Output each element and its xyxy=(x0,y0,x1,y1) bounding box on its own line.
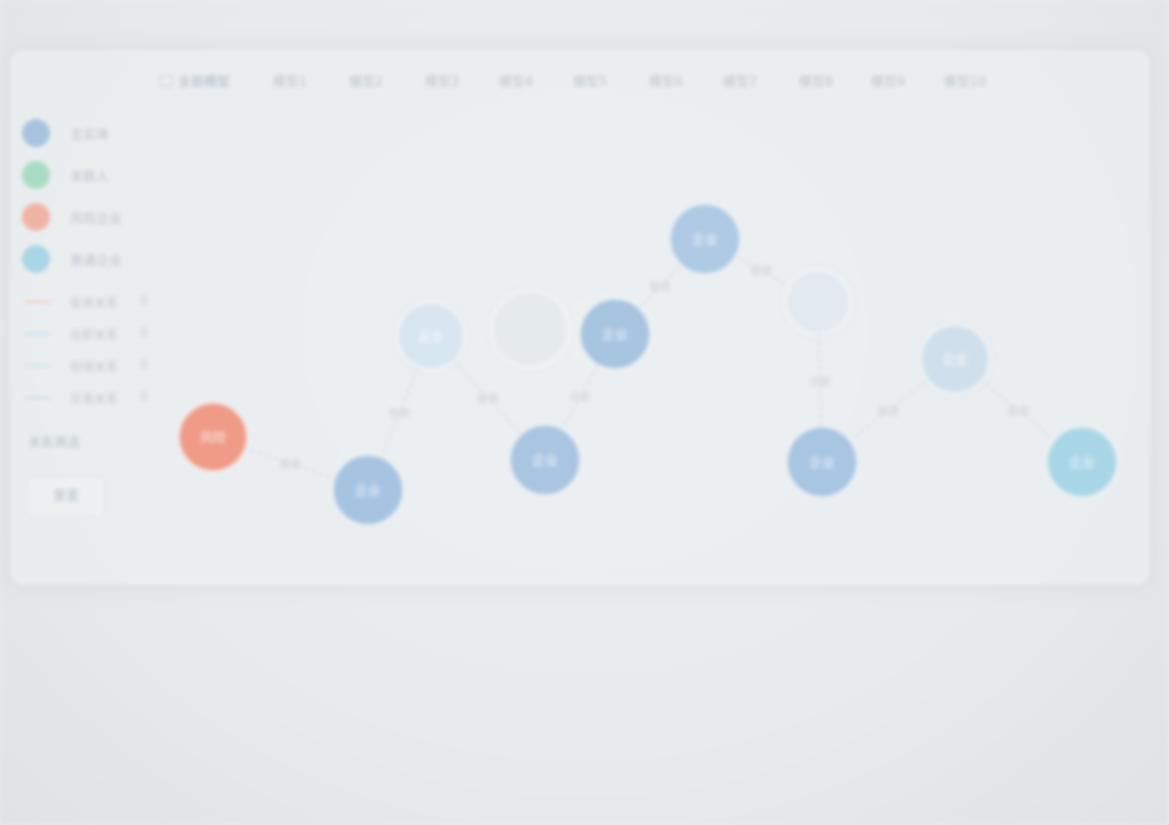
tab-model-9[interactable]: 模型9 xyxy=(870,75,906,90)
node-halo xyxy=(391,296,471,376)
edge-label: 投资 xyxy=(878,404,900,418)
graph-node-risk[interactable]: 风险 xyxy=(178,402,248,472)
reset-button[interactable]: 重置 xyxy=(26,476,106,518)
node-circle[interactable] xyxy=(332,454,404,526)
tab-model-1[interactable]: 模型1 xyxy=(272,75,308,90)
tab-model-3[interactable]: 模型3 xyxy=(424,75,460,90)
edge-label: 任职 xyxy=(569,391,591,404)
legend-node-person[interactable]: 关联人 xyxy=(18,158,158,189)
graph-node-main[interactable]: 企业 xyxy=(509,424,581,496)
graph-edge[interactable] xyxy=(614,238,706,335)
graph-node-ghost[interactable] xyxy=(485,284,575,374)
tab-model-10[interactable]: 模型10 xyxy=(943,75,987,90)
node-circle[interactable] xyxy=(397,302,465,370)
legend-dot-person xyxy=(22,161,50,189)
graph-canvas-panel xyxy=(10,50,1150,585)
tab-model-7[interactable]: 模型7 xyxy=(722,75,758,90)
tab-model-6[interactable]: 模型6 xyxy=(648,75,684,90)
node-label: 企业 xyxy=(942,352,968,368)
tab-model-8[interactable]: 模型8 xyxy=(798,75,834,90)
legend-edge-swatch xyxy=(24,365,52,367)
node-circle[interactable] xyxy=(669,203,741,275)
graph-node-light[interactable]: 企业 xyxy=(914,318,996,400)
graph-node-main[interactable]: 企业 xyxy=(786,426,858,498)
node-circle[interactable] xyxy=(491,290,569,368)
edge-label: 投资 xyxy=(280,457,302,471)
node-circle[interactable] xyxy=(1046,426,1118,498)
legend-edge-employ[interactable]: 任职关系 0 xyxy=(18,324,158,344)
tab-model-2[interactable]: 模型2 xyxy=(348,75,384,90)
node-halo xyxy=(485,284,575,374)
node-label: 企业 xyxy=(692,232,718,248)
legend-node-normal[interactable]: 普通企业 xyxy=(18,242,158,273)
node-halo xyxy=(914,318,996,400)
legend-node-risk[interactable]: 风险企业 xyxy=(18,200,158,231)
node-label: 企业 xyxy=(602,327,628,343)
legend-edge-swatch xyxy=(24,301,52,303)
tab-all-models[interactable]: 全部模型 xyxy=(150,72,240,94)
graph-node-main[interactable]: 企业 xyxy=(579,298,651,370)
edge-label: 任职 xyxy=(809,376,831,389)
node-circle[interactable] xyxy=(178,402,248,472)
graph-node-light[interactable] xyxy=(779,263,857,341)
legend-edge-guarantee[interactable]: 担保关系 0 xyxy=(18,356,158,376)
node-circle[interactable] xyxy=(579,298,651,370)
tab-model-5[interactable]: 模型5 xyxy=(572,75,608,90)
tab-model-4[interactable]: 模型4 xyxy=(498,75,534,90)
node-label: 企业 xyxy=(355,483,381,499)
relation-filter-title: 关系筛选 xyxy=(28,436,81,451)
node-halo xyxy=(779,263,857,341)
legend-dot-normal xyxy=(22,245,50,273)
node-label: 风险 xyxy=(200,431,226,446)
graph-node-main[interactable]: 企业 xyxy=(332,454,404,526)
legend-node-main[interactable]: 主实体 xyxy=(18,116,158,147)
edge-label: 投资 xyxy=(477,391,499,405)
node-circle[interactable] xyxy=(920,324,990,394)
edge-label: 投资 xyxy=(1008,404,1030,418)
node-label: 企业 xyxy=(809,455,835,471)
graph-node-main[interactable]: 企业 xyxy=(669,203,741,275)
node-circle[interactable] xyxy=(786,426,858,498)
edge-label: 投资 xyxy=(649,280,671,294)
legend-dot-main xyxy=(22,119,50,147)
edge-label: 任职 xyxy=(389,407,411,420)
grid-icon xyxy=(159,75,172,87)
legend-dot-risk xyxy=(22,203,50,231)
legend-edge-invest[interactable]: 投资关系 0 xyxy=(18,292,158,312)
node-circle[interactable] xyxy=(509,424,581,496)
node-label: 企业 xyxy=(1069,455,1095,471)
legend-edge-swatch xyxy=(24,397,52,399)
node-label: 企业 xyxy=(418,329,444,345)
graph-node-light[interactable]: 企业 xyxy=(391,296,471,376)
model-tabs: 全部模型 模型1 模型2 模型3 模型4 模型5 模型6 模型7 模型8 模型9… xyxy=(150,72,1000,94)
legend-edge-swatch xyxy=(24,333,52,335)
edge-label: 投资 xyxy=(751,264,773,278)
node-label: 企业 xyxy=(532,453,558,469)
graph-node-normal[interactable]: 企业 xyxy=(1046,426,1118,498)
legend-edge-trade[interactable]: 交易关系 0 xyxy=(18,388,158,408)
node-circle[interactable] xyxy=(785,269,851,335)
